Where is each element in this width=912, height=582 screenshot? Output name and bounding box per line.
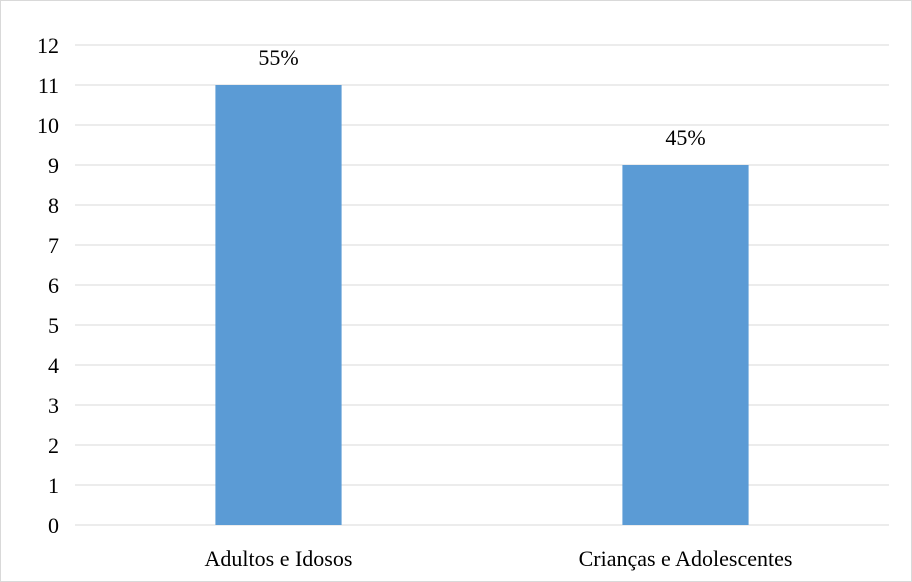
y-tick-label: 2: [48, 433, 59, 458]
gridlines: [75, 44, 889, 526]
y-tick-label: 3: [48, 393, 59, 418]
y-tick-label: 5: [48, 313, 59, 338]
y-tick-label: 1: [48, 473, 59, 498]
y-tick-label: 8: [48, 193, 59, 218]
category-label-0: Adultos e Idosos: [205, 546, 353, 571]
category-label-1: Crianças e Adolescentes: [579, 546, 793, 571]
data-labels: 55% 45%: [258, 45, 705, 150]
y-tick-label: 12: [37, 33, 59, 58]
y-tick-label: 0: [48, 513, 59, 538]
data-label-0: 55%: [258, 45, 298, 70]
y-tick-label: 9: [48, 153, 59, 178]
bar-0: [215, 85, 342, 525]
bars: [215, 85, 749, 525]
x-axis-categories: Adultos e Idosos Crianças e Adolescentes: [205, 546, 793, 571]
y-tick-label: 7: [48, 233, 59, 258]
y-tick-label: 6: [48, 273, 59, 298]
bar-1: [622, 165, 749, 525]
y-tick-label: 11: [38, 73, 59, 98]
y-tick-label: 10: [37, 113, 59, 138]
y-tick-label: 4: [48, 353, 59, 378]
data-label-1: 45%: [665, 125, 705, 150]
